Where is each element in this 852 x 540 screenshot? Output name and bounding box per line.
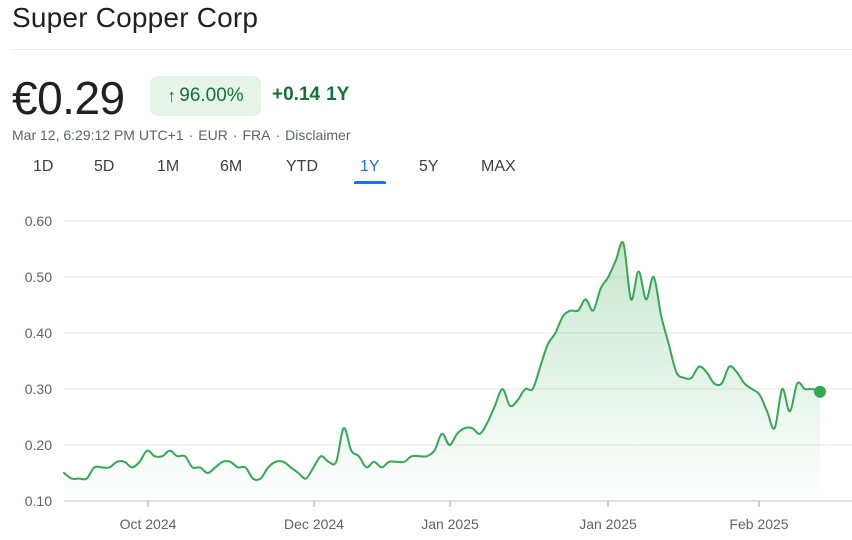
absolute-change-value: +0.14 — [272, 84, 321, 105]
y-tick-label: 0.50 — [25, 269, 52, 285]
x-tick-label: Oct 2024 — [120, 516, 177, 532]
x-tick-label: Feb 2025 — [729, 516, 788, 532]
y-axis: 0.60 0.50 0.40 0.30 0.20 0.10 — [25, 213, 52, 509]
quote-exchange: FRA — [242, 127, 271, 143]
price-area-fill — [64, 241, 820, 502]
range-tab-max[interactable]: MAX — [481, 158, 516, 175]
y-tick-label: 0.40 — [25, 325, 52, 341]
x-tick-label: Jan 2025 — [421, 516, 479, 532]
range-tab-6m[interactable]: 6M — [220, 158, 243, 175]
range-tab-5y[interactable]: 5Y — [419, 158, 439, 175]
percent-change-badge: ↑ 96.00% — [150, 76, 261, 116]
x-axis: Oct 2024 Dec 2024 Jan 2025 Jan 2025 Feb 2025 — [120, 501, 789, 532]
header-divider — [12, 49, 852, 50]
x-tick-label: Dec 2024 — [284, 516, 344, 532]
absolute-change: +0.14 1Y — [272, 84, 355, 106]
range-tab-5d[interactable]: 5D — [94, 158, 115, 175]
quote-timestamp: Mar 12, 6:29:12 PM UTC+1 — [12, 127, 184, 143]
range-tab-ytd[interactable]: YTD — [286, 158, 318, 175]
y-tick-label: 0.20 — [25, 437, 52, 453]
percent-change-value: 96.00% — [179, 85, 244, 106]
current-price-dot — [814, 385, 826, 398]
y-tick-label: 0.60 — [25, 213, 52, 229]
current-price: €0.29 — [12, 72, 125, 124]
range-tab-1y[interactable]: 1Y — [354, 158, 386, 184]
y-tick-label: 0.30 — [25, 381, 52, 397]
price-line — [63, 241, 821, 482]
range-tab-1m[interactable]: 1M — [157, 158, 180, 175]
price-chart[interactable]: 0.60 0.50 0.40 0.30 0.20 0.10 Oct 2024 Dec 202… — [0, 200, 852, 540]
range-tab-1d[interactable]: 1D — [33, 158, 54, 175]
y-tick-label: 0.10 — [25, 493, 52, 509]
change-period: 1Y — [326, 84, 350, 105]
x-tick-label: Jan 2025 — [579, 516, 637, 532]
quote-currency: EUR — [198, 127, 228, 143]
disclaimer-link[interactable]: Disclaimer — [285, 127, 351, 143]
arrow-up-icon: ↑ — [167, 85, 177, 106]
stock-title: Super Copper Corp — [12, 2, 259, 33]
quote-meta: Mar 12, 6:29:12 PM UTC+1 · EUR · FRA · Disclai… — [12, 127, 351, 143]
